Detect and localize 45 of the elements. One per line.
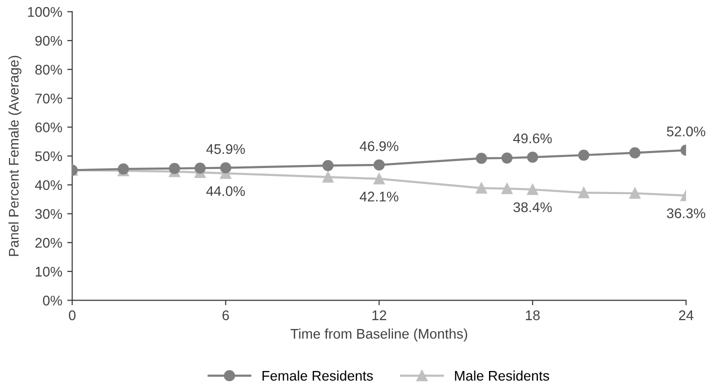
data-label: 46.9% [360, 141, 398, 152]
y-tick-label: 90% [35, 36, 62, 46]
data-label: 38.4% [513, 202, 552, 212]
data-label: 52.0% [666, 126, 706, 136]
y-tick-label: 50% [35, 151, 62, 162]
x-tick-label: 18 [526, 310, 540, 320]
point [374, 159, 385, 171]
point [322, 160, 334, 172]
point [578, 150, 590, 161]
y-tick-label: 10% [36, 266, 62, 277]
data-label: 42.1% [360, 192, 398, 202]
data-label: 36.3% [666, 208, 706, 218]
point [322, 172, 334, 183]
point [220, 162, 232, 174]
data-label: 45.9% [206, 144, 245, 154]
data-label: 44.0% [206, 186, 245, 196]
legend-label: Male Residents [455, 370, 550, 381]
x-tick-label: 6 [222, 310, 229, 320]
x-tick-label: 0 [68, 310, 76, 320]
legend-label: Female Residents [262, 370, 373, 381]
y-axis-title: Panel Percent Female (Average) [8, 56, 22, 256]
point [194, 162, 206, 174]
x-tick-label: 12 [372, 310, 386, 320]
point [501, 183, 513, 194]
y-tick-label: 80% [35, 64, 62, 75]
point [629, 188, 640, 199]
point [501, 152, 513, 164]
point [629, 147, 640, 158]
point [527, 184, 538, 196]
y-tick-label: 30% [35, 209, 62, 219]
y-tick-label: 100% [28, 7, 62, 17]
y-tick-label: 60% [35, 122, 62, 132]
x-axis-title: Time from Baseline (Months) [290, 328, 468, 342]
y-tick-label: 0% [42, 296, 62, 306]
point [527, 152, 538, 163]
point [476, 152, 487, 164]
point [168, 162, 180, 174]
point [578, 187, 590, 198]
point [374, 173, 385, 184]
y-tick-label: 20% [35, 238, 62, 248]
point [476, 182, 487, 194]
x-tick-label: 24 [679, 310, 694, 320]
y-tick-label: 70% [35, 94, 62, 104]
y-tick-label: 40% [35, 180, 62, 190]
data-label: 49.6% [513, 133, 552, 144]
